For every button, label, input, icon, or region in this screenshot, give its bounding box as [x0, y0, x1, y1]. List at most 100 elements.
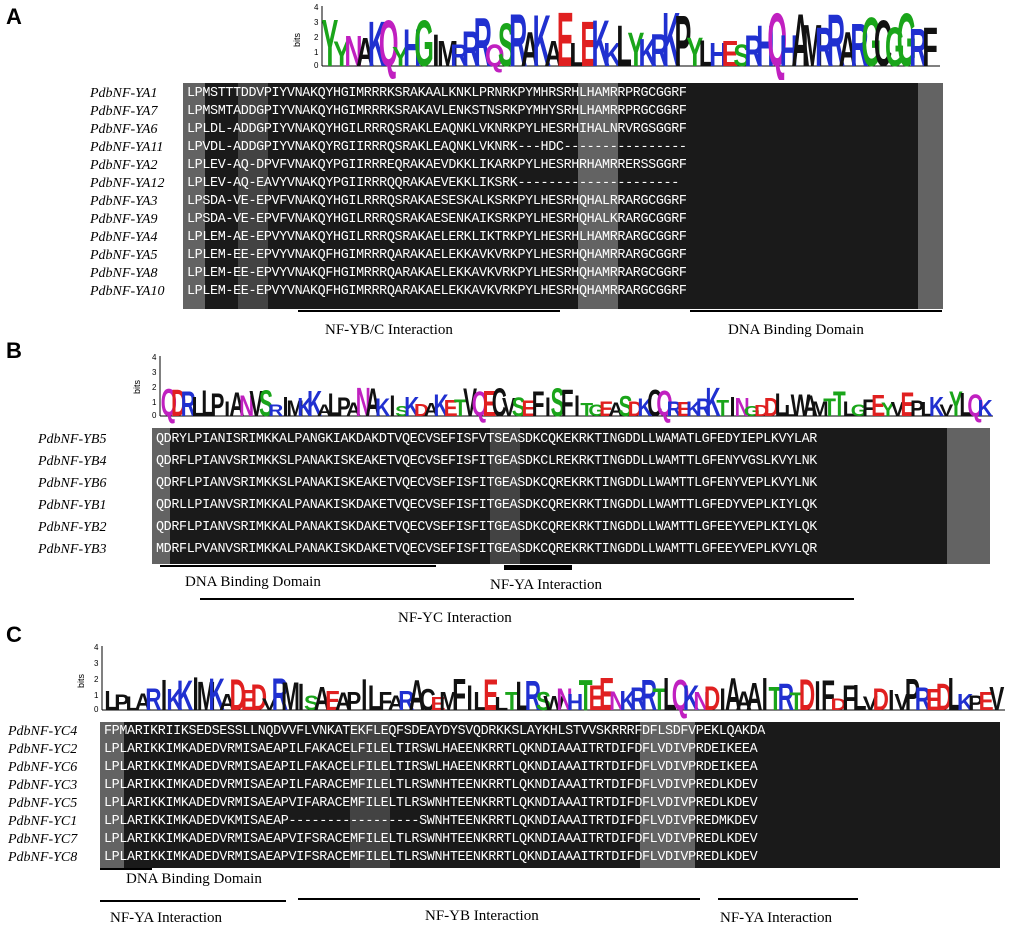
logo-letter: V: [249, 384, 263, 424]
seq-name: PdbNF-YA11: [90, 140, 164, 155]
logo-letter: D: [628, 398, 643, 421]
logo-letter: R: [696, 393, 711, 421]
logo-a-graphic: 4 3 2 1 0 YYNAKQYHGIMRRRQSRAKAELEKKLYKRK…: [314, 0, 940, 83]
logo-letter: Q: [379, 7, 399, 80]
seq-name: PdbNF-YB2: [38, 520, 107, 535]
seq-row: QDRFLPIANVSRIMKKSLPANAKISKEAKETVQECVSEFI…: [156, 454, 817, 469]
logo-letter: D: [251, 677, 267, 718]
logo-letter: K: [603, 37, 622, 74]
seq-name: PdbNF-YA7: [90, 104, 158, 119]
logo-letter: T: [790, 688, 804, 717]
seq-name: PdbNF-YB5: [38, 432, 107, 447]
seq-row: LPSDA-VE-EPVFVNAKQYHGILRRRQSRAKAESENKAIK…: [187, 212, 687, 227]
logo-letter: G: [885, 17, 905, 79]
logo-letter: F: [842, 679, 856, 718]
logo-letter: G: [861, 5, 881, 80]
seq-name: PdbNF-YA8: [90, 266, 158, 281]
logo-letter: E: [483, 384, 497, 424]
seq-row: QDRLLPIANVSRIMKKALPANAKISKDAKETVQECVSEFI…: [156, 498, 817, 513]
logo-letter: L: [948, 668, 962, 720]
logo-letter: T: [768, 681, 782, 718]
logo-letter: K: [177, 673, 194, 720]
seq-name: PdbNF-YC3: [8, 778, 78, 793]
logo-letter: T: [580, 400, 593, 421]
logo-letter: R: [650, 24, 668, 76]
logo-letter: D: [799, 671, 815, 720]
logo-letter: R: [450, 38, 468, 73]
logo-letter: A: [365, 380, 380, 425]
logo-letter: E: [325, 686, 340, 717]
logo-letter: F: [561, 381, 574, 424]
logo-letter: V: [863, 693, 878, 714]
logo-letter: Y: [627, 23, 644, 77]
logo-letter: S: [498, 10, 515, 79]
logo-letter: R: [778, 676, 794, 719]
logo-letter: E: [241, 686, 256, 717]
logo-letter: S: [395, 403, 409, 419]
seq-row: LPLEV-AQ-DPVFVNAKQYPGIIRRREQRAKAEVDKKLIK…: [187, 158, 687, 173]
seq-name: PdbNF-YC4: [8, 724, 78, 739]
logo-letter: R: [909, 17, 927, 77]
logo-letter: D: [830, 696, 846, 715]
logo-letter: E: [871, 388, 885, 423]
logo-letter: K: [433, 388, 448, 423]
seq-row: MDRFLPVANVSRIMKKALPANAKISKDAKETVQECVSEFI…: [156, 542, 817, 557]
logo-letter: E: [444, 395, 458, 421]
logo-letter: L: [104, 686, 118, 717]
logo-letter: K: [375, 393, 390, 421]
sequence-names-b: PdbNF-YB5 PdbNF-YB4 PdbNF-YB6 PdbNF-YB1 …: [38, 432, 153, 562]
logo-letter: Y: [686, 31, 703, 75]
logo-letter: K: [591, 7, 609, 80]
seq-name: PdbNF-YB3: [38, 542, 107, 557]
logo-c-tick-1: 1: [94, 691, 99, 700]
logo-letter: K: [683, 679, 699, 718]
logo-letter: R: [850, 11, 868, 79]
logo-b-tick-3: 3: [152, 368, 157, 377]
logo-letter: A: [792, 2, 810, 80]
logo-letter: P: [905, 670, 920, 720]
logo-letter: P: [346, 688, 361, 717]
seq-name: PdbNF-YA5: [90, 248, 158, 263]
logo-letter: L: [920, 398, 933, 421]
seq-row: LPLDL-ADDGPIYVNAKQYHGILRRRQSRAKLEAQNKLVK…: [187, 122, 687, 137]
seq-row: LPVDL-ADDGPIYVNAKQYRGIIRRRQSRAKLEAQNKLVK…: [187, 140, 687, 155]
domain-bar-c-4: [718, 898, 858, 900]
domain-bar-a-1: [298, 310, 560, 312]
logo-b-graphic: 4 3 2 1 0 QDRLLP I ANVSR IMKKALPANAK I SKDAKE…: [152, 353, 993, 425]
logo-letter: S: [304, 691, 319, 715]
logo-letter: Q: [767, 2, 787, 80]
logo-letter: K: [404, 392, 419, 423]
panel-c-letter: C: [6, 622, 22, 647]
seq-name: PdbNF-YA9: [90, 212, 158, 227]
logo-letter: G: [744, 403, 760, 419]
logo-letter: C: [419, 681, 435, 716]
domain-label-c-4: NF-YA Interaction: [720, 910, 833, 926]
logo-letter: E: [979, 688, 994, 717]
logo-letter: L: [616, 14, 631, 79]
logo-letter: V: [939, 401, 954, 419]
logo-letter: E: [557, 2, 574, 80]
logo-letter: K: [209, 668, 225, 720]
alignment-block-c: [100, 722, 1000, 868]
logo-letter: A: [725, 668, 741, 720]
logo-letter: Y: [949, 386, 963, 425]
seq-name: PdbNF-YC8: [8, 850, 78, 865]
logo-letter: E: [599, 668, 614, 720]
logo-letter: I: [814, 674, 820, 720]
logo-letter: V: [262, 696, 278, 715]
logo-letter: N: [693, 688, 709, 717]
logo-letter: C: [874, 7, 892, 80]
logo-letter: A: [219, 689, 235, 715]
logo-letter: T: [579, 671, 593, 720]
sequence-names-a: PdbNF-YA1 PdbNF-YA7 PdbNF-YA6 PdbNF-YA11…: [90, 86, 185, 306]
logo-letter: I: [432, 25, 439, 76]
logo-letter: A: [335, 688, 351, 717]
logo-letter: K: [533, 2, 551, 80]
logo-letter: R: [525, 674, 541, 720]
logo-letter: P: [211, 386, 225, 423]
logo-letter: D: [171, 383, 186, 425]
logo-letter: P: [968, 691, 983, 715]
logo-letter: I: [762, 668, 768, 720]
logo-letter: F: [862, 395, 875, 422]
